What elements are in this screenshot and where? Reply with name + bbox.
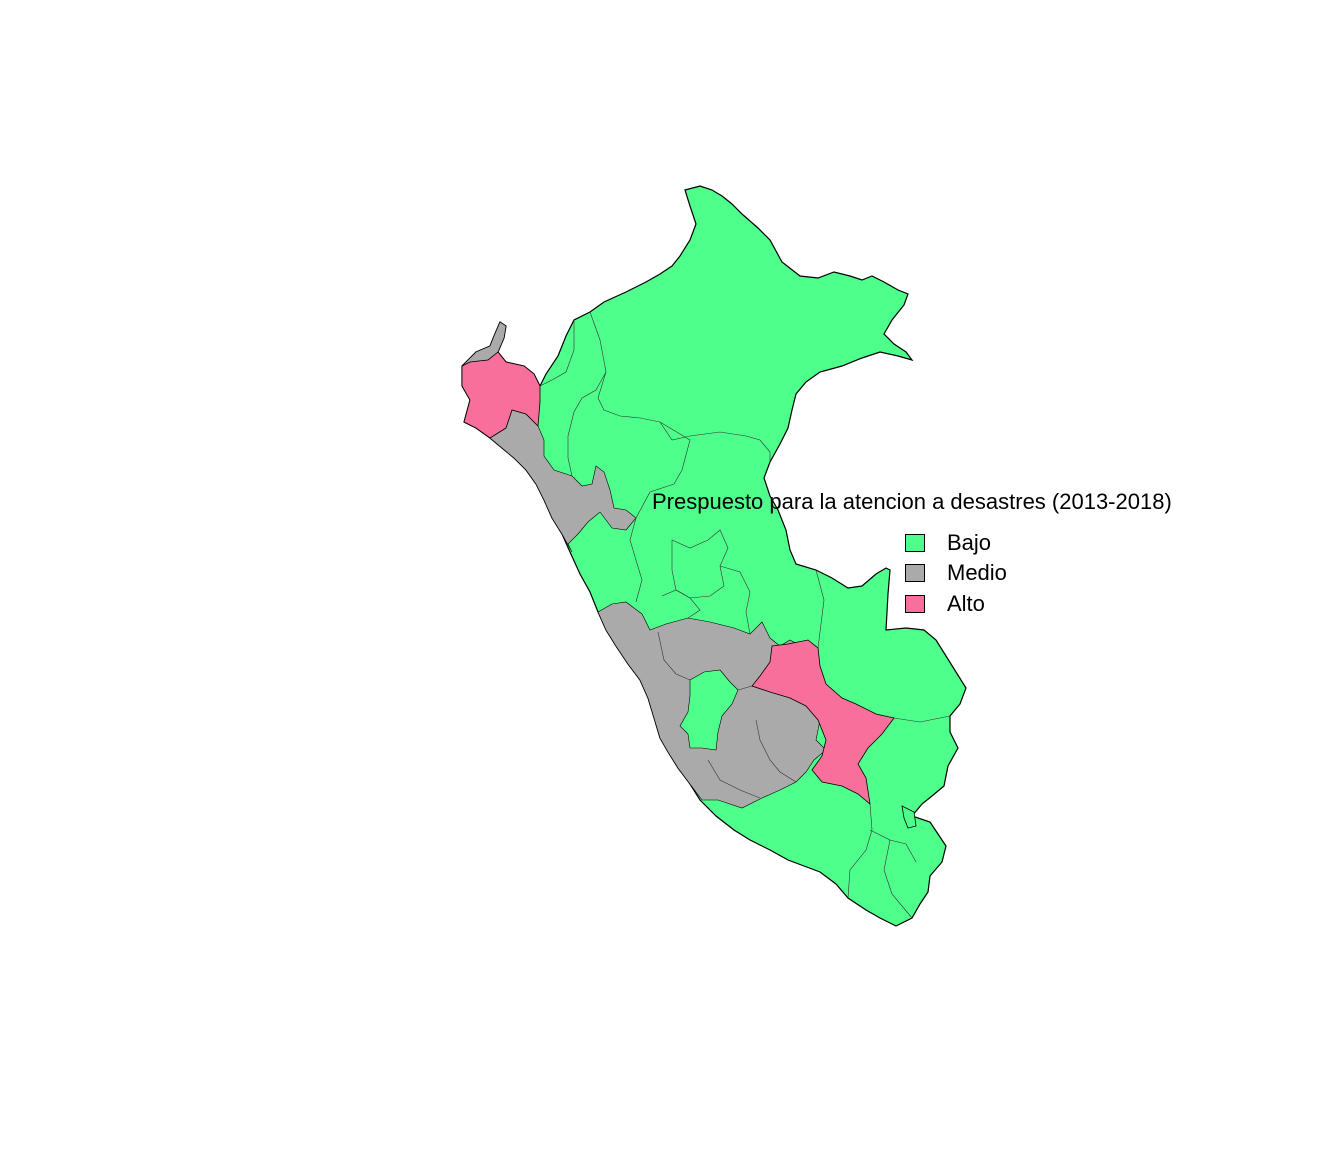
region-alto-piura	[461, 351, 541, 439]
lake-titicaca	[901, 805, 917, 829]
legend-swatch-bajo	[905, 534, 925, 552]
legend-swatch-alto	[905, 595, 925, 613]
department-borders	[539, 311, 951, 919]
legend-item-medio: Medio	[905, 560, 1007, 585]
legend-title: Prespuesto para la atencion a desastres …	[652, 489, 1172, 514]
legend-label-alto: Alto	[947, 591, 985, 616]
region-bajo-base	[461, 185, 967, 927]
legend-item-alto: Alto	[905, 591, 985, 616]
region-bajo-huancavelica	[679, 669, 739, 751]
legend-item-bajo: Bajo	[905, 530, 992, 555]
region-medio-north-coast	[489, 409, 637, 553]
legend-label-medio: Medio	[947, 560, 1007, 585]
legend-label-bajo: Bajo	[947, 530, 992, 555]
legend-swatch-medio	[905, 564, 925, 582]
